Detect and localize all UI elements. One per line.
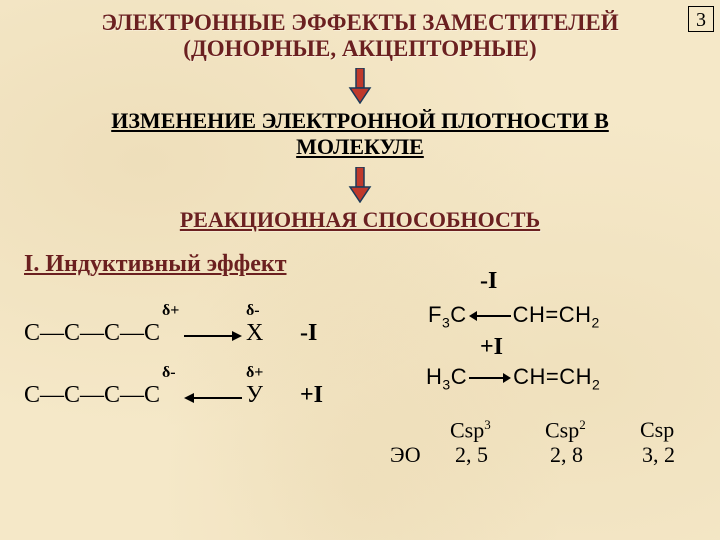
chain-2-terminal: У [246, 382, 263, 409]
csp2-value: 2, 8 [550, 442, 583, 468]
eo-label: ЭО [390, 442, 421, 468]
csp3-text: Csp [450, 417, 484, 442]
subheading-reactivity: РЕАКЦИОННАЯ СПОСОБНОСТЬ [0, 207, 720, 233]
delta-plus-y: δ+ [246, 364, 263, 382]
mol1-right: CH=CH [513, 302, 592, 327]
main-title-line1: ЭЛЕКТРОННЫЕ ЭФФЕКТЫ ЗАМЕСТИТЕЛЕЙ [0, 0, 720, 36]
mol1-sub3: 3 [442, 314, 450, 330]
chain-1-atoms: С—С—С—С [24, 320, 160, 347]
mol1-f: F [428, 302, 442, 327]
csp3-value: 2, 5 [455, 442, 488, 468]
csp-value: 3, 2 [642, 442, 675, 468]
csp3-label: Csp3 [450, 417, 491, 443]
arrow-right-icon [184, 330, 242, 342]
page-number: 3 [688, 6, 714, 32]
molecule-2: H3C CH=CH2 [426, 364, 600, 392]
arrow-left-icon [469, 310, 511, 322]
arrow-right-icon [469, 372, 511, 384]
csp3-sup: 3 [484, 417, 491, 432]
section-inductive-title: I. Индуктивный эффект [0, 233, 720, 278]
mol2-right: CH=CH [513, 364, 592, 389]
csp2-text: Csp [545, 417, 579, 442]
mol2-rsub: 2 [592, 376, 600, 392]
mol1-c: C [450, 302, 466, 327]
delta-minus-x: δ- [246, 302, 260, 320]
effect-plus-i: +I [300, 382, 323, 409]
right-minus-i: -I [480, 268, 497, 295]
csp2-label: Csp2 [545, 417, 586, 443]
arrow-down-icon [348, 68, 372, 104]
right-plus-i: +I [480, 334, 503, 361]
mol2-h: H [426, 364, 442, 389]
delta-plus-c: δ+ [162, 302, 179, 320]
mol2-sub3: 3 [442, 376, 450, 392]
mol1-rsub: 2 [592, 314, 600, 330]
csp-label: Csp [640, 417, 674, 443]
molecule-1: F3C CH=CH2 [428, 302, 600, 330]
effect-minus-i: -I [300, 320, 317, 347]
chain-1-terminal: Х [246, 320, 263, 347]
arrow-left-icon [184, 392, 242, 404]
csp2-sup: 2 [579, 417, 586, 432]
delta-minus-c: δ- [162, 364, 176, 382]
main-title-line2: (ДОНОРНЫЕ, АКЦЕПТОРНЫЕ) [0, 36, 720, 62]
chain-2-atoms: С—С—С—С [24, 382, 160, 409]
subheading-density-line2: МОЛЕКУЛЕ [296, 134, 424, 159]
subheading-density-line1: ИЗМЕНЕНИЕ ЭЛЕКТРОННОЙ ПЛОТНОСТИ В [111, 108, 609, 133]
arrow-down-icon [348, 167, 372, 203]
mol2-c: C [451, 364, 467, 389]
subheading-density: ИЗМЕНЕНИЕ ЭЛЕКТРОННОЙ ПЛОТНОСТИ В МОЛЕКУ… [0, 108, 720, 161]
